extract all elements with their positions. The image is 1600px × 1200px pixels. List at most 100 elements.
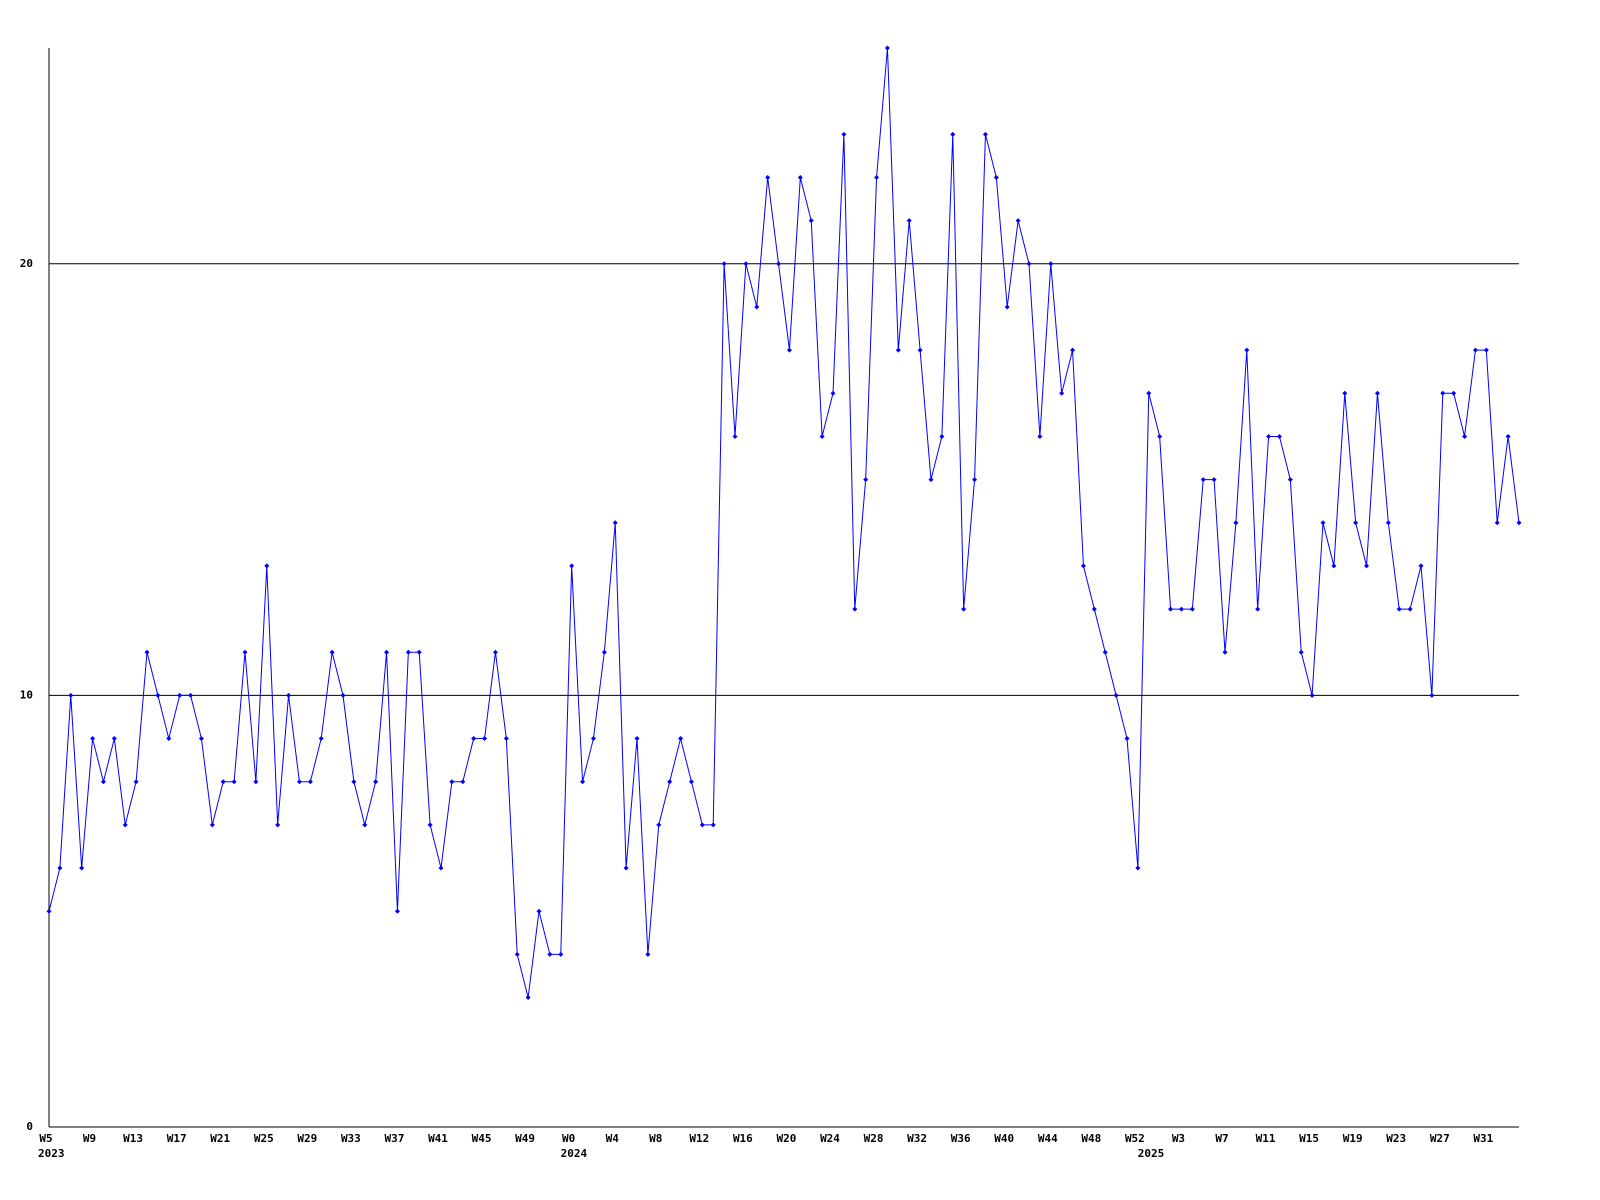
point-marker	[884, 45, 890, 51]
point-marker	[1276, 433, 1282, 439]
x-tick-label: W15	[1299, 1132, 1319, 1145]
point-marker	[296, 779, 302, 785]
x-tick-label: W40	[994, 1132, 1014, 1145]
point-marker	[917, 347, 923, 353]
point-marker	[514, 951, 520, 957]
point-marker	[242, 649, 248, 655]
point-marker	[601, 649, 607, 655]
point-marker	[1331, 563, 1337, 569]
point-marker	[1146, 390, 1152, 396]
point-marker	[1048, 261, 1054, 267]
point-marker	[776, 261, 782, 267]
point-marker	[1255, 606, 1261, 612]
point-marker	[1407, 606, 1413, 612]
point-marker	[329, 649, 335, 655]
point-marker	[525, 995, 531, 1001]
point-marker	[1374, 390, 1380, 396]
point-marker	[786, 347, 792, 353]
point-marker	[1396, 606, 1402, 612]
x-tick-label: W9	[83, 1132, 96, 1145]
point-marker	[732, 433, 738, 439]
point-marker	[231, 779, 237, 785]
point-marker	[209, 822, 215, 828]
x-tick-label: W45	[472, 1132, 492, 1145]
point-marker	[318, 736, 324, 742]
point-marker	[1516, 520, 1522, 526]
point-marker	[373, 779, 379, 785]
y-tick-label: 0	[26, 1120, 33, 1133]
point-marker	[1059, 390, 1065, 396]
point-marker	[797, 174, 803, 180]
point-marker	[906, 218, 912, 224]
point-marker	[177, 692, 183, 698]
point-marker	[1309, 692, 1315, 698]
point-marker	[1385, 520, 1391, 526]
point-marker	[1091, 606, 1097, 612]
point-marker	[1494, 520, 1500, 526]
x-tick-label: W24	[820, 1132, 840, 1145]
point-marker	[111, 736, 117, 742]
point-marker	[1070, 347, 1076, 353]
x-tick-label: W13	[123, 1132, 143, 1145]
x-tick-label: W0	[562, 1132, 575, 1145]
point-marker	[895, 347, 901, 353]
point-marker	[1287, 477, 1293, 483]
point-marker	[852, 606, 858, 612]
point-marker	[1135, 865, 1141, 871]
point-marker	[874, 174, 880, 180]
point-marker	[678, 736, 684, 742]
point-marker	[1157, 433, 1163, 439]
point-marker	[155, 692, 161, 698]
point-marker	[1124, 736, 1130, 742]
x-tick-label: W48	[1081, 1132, 1101, 1145]
x-tick-label: W44	[1038, 1132, 1058, 1145]
point-marker	[1113, 692, 1119, 698]
x-tick-label: W5	[39, 1132, 52, 1145]
point-marker	[1200, 477, 1206, 483]
point-marker	[1222, 649, 1228, 655]
point-marker	[166, 736, 172, 742]
x-tick-label: W8	[649, 1132, 662, 1145]
x-tick-label: W19	[1343, 1132, 1363, 1145]
point-marker	[57, 865, 63, 871]
point-marker	[623, 865, 629, 871]
x-tick-label: W25	[254, 1132, 274, 1145]
x-tick-label: W49	[515, 1132, 535, 1145]
point-marker	[405, 649, 411, 655]
point-marker	[961, 606, 967, 612]
point-marker	[710, 822, 716, 828]
point-marker	[133, 779, 139, 785]
point-marker	[580, 779, 586, 785]
point-marker	[645, 951, 651, 957]
point-marker	[1418, 563, 1424, 569]
point-marker	[558, 951, 564, 957]
point-marker	[144, 649, 150, 655]
point-marker	[1189, 606, 1195, 612]
x-tick-label: W27	[1430, 1132, 1450, 1145]
point-marker	[688, 779, 694, 785]
series-line	[48, 47, 1520, 998]
point-marker	[362, 822, 368, 828]
point-marker	[1037, 433, 1043, 439]
point-marker	[993, 174, 999, 180]
x-tick-label: W21	[210, 1132, 230, 1145]
point-marker	[1080, 563, 1086, 569]
point-marker	[612, 520, 618, 526]
x-tick-label: W28	[864, 1132, 884, 1145]
point-marker	[1026, 261, 1032, 267]
point-marker	[667, 779, 673, 785]
point-marker	[982, 131, 988, 137]
point-marker	[449, 779, 455, 785]
x-tick-label: W31	[1473, 1132, 1493, 1145]
x-group-label: 2024	[561, 1147, 588, 1160]
x-group-label: 2025	[1138, 1147, 1165, 1160]
point-marker	[939, 433, 945, 439]
x-tick-label: W33	[341, 1132, 361, 1145]
x-tick-label: W36	[951, 1132, 971, 1145]
point-marker	[1266, 433, 1272, 439]
x-tick-label: W3	[1172, 1132, 1185, 1145]
point-marker	[1233, 520, 1239, 526]
point-marker	[90, 736, 96, 742]
point-marker	[634, 736, 640, 742]
point-marker	[68, 692, 74, 698]
